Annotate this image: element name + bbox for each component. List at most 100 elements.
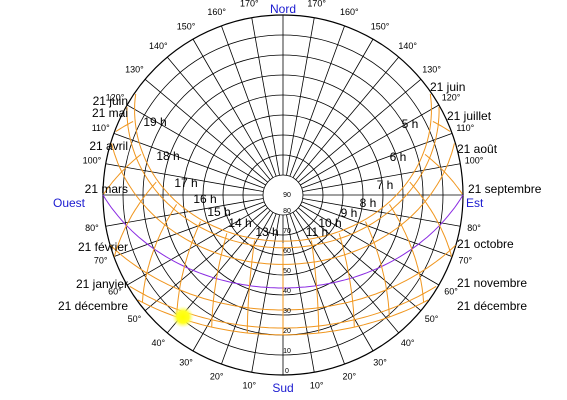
altitude-label: 60	[283, 248, 291, 255]
hour-label: 17 h	[174, 176, 197, 190]
azimuth-label: 10°	[310, 380, 324, 390]
hour-label: 5 h	[402, 117, 419, 131]
azimuth-label: 60°	[108, 286, 122, 296]
altitude-label: 30	[283, 308, 291, 315]
hour-label: 13 h	[255, 225, 278, 239]
hour-label: 11 h	[306, 225, 328, 239]
azimuth-line	[192, 38, 274, 178]
date-label: 21 juillet	[447, 109, 492, 123]
hour-label: 16 h	[193, 192, 216, 206]
hour-curve	[409, 181, 453, 257]
date-curve	[134, 93, 432, 242]
hour-curve	[310, 240, 320, 333]
azimuth-label: 50°	[425, 314, 439, 324]
azimuth-line	[286, 17, 315, 176]
azimuth-line	[301, 201, 453, 257]
date-label: 21 mai	[92, 106, 128, 120]
hour-curve	[176, 221, 201, 318]
date-label: 21 juin	[430, 80, 465, 94]
altitude-label: 20	[283, 328, 291, 335]
azimuth-line	[166, 56, 271, 180]
azimuth-label: 110°	[92, 123, 110, 133]
hour-curve	[103, 154, 142, 195]
azimuth-line	[251, 17, 280, 176]
azimuth-line	[298, 78, 422, 183]
azimuth-label: 170°	[240, 0, 259, 8]
azimuth-line	[295, 56, 400, 180]
sun	[172, 306, 194, 328]
azimuth-line	[302, 198, 461, 227]
date-label: 21 janvier	[76, 277, 128, 291]
azimuth-line	[144, 207, 268, 312]
azimuth-label: 130°	[125, 65, 144, 75]
hour-label: 19 h	[143, 115, 166, 129]
azimuth-label: 30°	[373, 357, 387, 367]
date-label: 21 février	[78, 240, 128, 254]
date-label: 21 mars	[85, 182, 128, 196]
altitude-label: 10	[283, 348, 291, 355]
azimuth-label: 30°	[179, 357, 193, 367]
azimuth-label: 100°	[83, 156, 102, 166]
azimuth-line	[221, 25, 277, 177]
altitude-label: 40	[283, 288, 291, 295]
azimuth-label: 140°	[149, 41, 168, 51]
azimuth-line	[292, 212, 374, 352]
altitude-label: 0	[285, 368, 289, 375]
date-label: 21 octobre	[457, 237, 514, 251]
azimuth-line	[289, 25, 345, 177]
azimuth-label: 130°	[422, 65, 441, 75]
altitude-label: 80	[283, 208, 291, 215]
azimuth-label: 120°	[442, 92, 461, 102]
date-label: 21 novembre	[457, 276, 527, 290]
azimuth-label: 40°	[151, 338, 165, 348]
hour-curve	[211, 233, 228, 328]
hour-label: 14 h	[228, 216, 251, 230]
azimuth-line	[298, 207, 422, 312]
date-label: 21 décembre	[58, 299, 128, 313]
azimuth-line	[300, 104, 440, 186]
azimuth-label: 70°	[458, 256, 472, 266]
azimuth-label: 120°	[106, 92, 125, 102]
azimuth-label: 10°	[242, 380, 256, 390]
hour-label: 15 h	[207, 205, 230, 219]
azimuth-label: 100°	[465, 156, 484, 166]
azimuth-line	[302, 163, 461, 192]
hour-curve	[432, 121, 451, 132]
date-label: 21 avril	[89, 139, 128, 153]
hour-curve	[388, 204, 425, 303]
azimuth-label: 20°	[210, 372, 224, 382]
hour-curve	[246, 240, 256, 333]
hour-label: 6 h	[390, 150, 407, 164]
hour-label: 10 h	[318, 216, 341, 230]
azimuth-label: 60°	[444, 286, 458, 296]
azimuth-label: 20°	[343, 372, 357, 382]
hour-curve	[365, 221, 390, 318]
azimuth-label: 80°	[467, 223, 481, 233]
azimuth-label: 140°	[398, 41, 417, 51]
azimuth-label: 50°	[128, 314, 142, 324]
azimuth-label: 40°	[401, 338, 415, 348]
hour-label: 7 h	[377, 178, 394, 192]
azimuth-line	[144, 78, 268, 183]
east-label: Est	[466, 196, 484, 210]
date-label: 21 août	[457, 142, 498, 156]
azimuth-line	[192, 212, 274, 352]
hour-label: 18 h	[156, 149, 179, 163]
date-label: 21 décembre	[457, 299, 527, 313]
azimuth-line	[126, 104, 266, 186]
azimuth-label: 170°	[307, 0, 326, 8]
date-label: 21 septembre	[468, 182, 542, 196]
hour-curve	[141, 204, 178, 303]
azimuth-label: 70°	[94, 256, 108, 266]
azimuth-line	[292, 38, 374, 178]
azimuth-line	[105, 163, 264, 192]
azimuth-line	[113, 201, 265, 257]
altitude-label: 90	[283, 192, 291, 199]
azimuth-label: 160°	[207, 7, 226, 17]
hour-label: 8 h	[360, 196, 377, 210]
azimuth-label: 150°	[371, 21, 390, 31]
azimuth-line	[105, 198, 264, 227]
altitude-label: 50	[283, 268, 291, 275]
hour-curve	[338, 233, 355, 328]
